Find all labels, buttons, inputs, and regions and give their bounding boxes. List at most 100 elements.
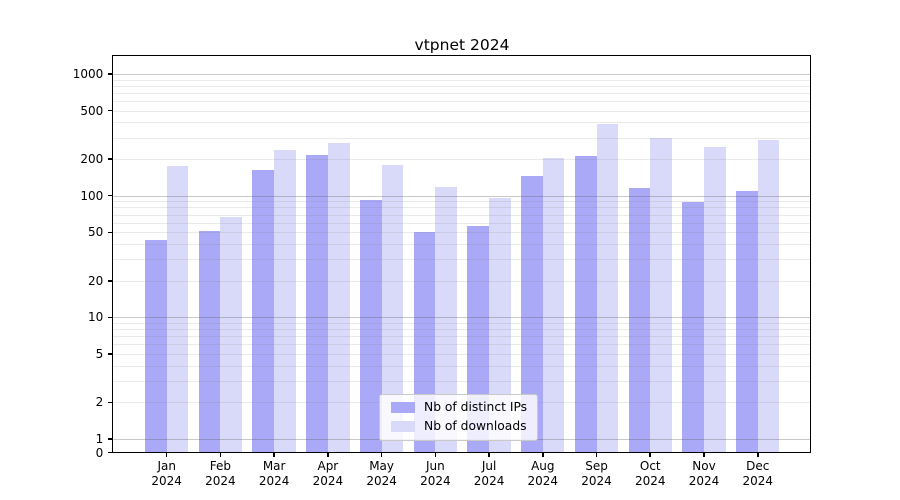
gridline-minor <box>113 110 811 112</box>
bar-downloads-dec <box>757 140 780 453</box>
gridline-minor <box>113 100 811 102</box>
x-tick-label-sep: Sep 2024 <box>581 458 612 489</box>
gridline-minor <box>113 322 811 324</box>
x-tick-mark <box>703 452 705 457</box>
bar-distinct-ips-may <box>359 199 382 453</box>
gridline-minor <box>113 222 811 224</box>
legend-label: Nb of downloads <box>424 419 527 433</box>
bar-downloads-mar <box>274 150 296 453</box>
x-tick-mark <box>219 452 222 457</box>
gridline-minor <box>113 354 811 356</box>
y-tick-label: 100 <box>80 188 104 203</box>
gridline-minor <box>113 201 811 203</box>
y-tick-mark <box>108 158 113 160</box>
x-tick-mark <box>542 452 544 457</box>
gridline-minor <box>113 336 811 338</box>
bar-distinct-ips-sep <box>574 156 597 453</box>
gridline-major <box>113 74 811 75</box>
bar-distinct-ips-dec <box>736 190 758 453</box>
bar-distinct-ips-aug <box>521 176 543 453</box>
y-tick-label: 1000 <box>72 67 104 81</box>
x-tick-label-feb: Feb 2024 <box>205 458 236 489</box>
bar-distinct-ips-nov <box>682 202 704 453</box>
y-tick-label: 2 <box>95 395 104 410</box>
y-tick-mark <box>108 231 113 234</box>
bar-downloads-feb <box>220 216 243 453</box>
x-tick-label-mar: Mar 2024 <box>258 458 290 489</box>
y-tick-mark <box>108 279 113 282</box>
y-tick-mark <box>108 316 113 319</box>
gridline-minor <box>113 207 811 209</box>
gridline-minor <box>113 329 811 331</box>
x-tick-mark <box>380 452 383 457</box>
x-tick-label-may: May 2024 <box>366 458 397 489</box>
y-tick-label: 1 <box>95 432 104 447</box>
x-tick-mark <box>434 452 437 457</box>
bar-downloads-nov <box>703 147 726 453</box>
bar-downloads-sep <box>596 124 619 453</box>
y-tick-label: 5 <box>95 347 104 362</box>
bar-distinct-ips-mar <box>252 170 275 453</box>
x-tick-mark <box>595 452 598 457</box>
gridline-minor <box>113 365 811 367</box>
legend-entry-distinct-ips: Nb of distinct IPs <box>391 400 527 415</box>
gridline-major <box>113 317 811 319</box>
bar-distinct-ips-oct <box>628 187 651 453</box>
x-tick-label-oct: Oct 2024 <box>634 458 666 489</box>
bar-distinct-ips-feb <box>198 231 221 453</box>
bar-downloads-oct <box>650 137 672 453</box>
legend-swatch-distinct-ips <box>391 402 415 413</box>
gridline-minor <box>113 214 811 216</box>
x-tick-mark <box>649 452 652 457</box>
x-tick-label-aug: Aug 2024 <box>527 458 559 489</box>
y-tick-label: 10 <box>88 310 104 325</box>
bar-downloads-jun <box>435 186 458 453</box>
gridline-minor <box>113 137 811 139</box>
x-tick-mark <box>273 452 275 457</box>
y-tick-mark <box>108 194 113 197</box>
gridline-minor <box>113 381 811 383</box>
y-tick-label: 500 <box>80 103 104 118</box>
legend: Nb of distinct IPs Nb of downloads <box>379 394 539 441</box>
gridline-minor <box>113 79 811 81</box>
x-tick-label-dec: Dec 2024 <box>742 458 773 489</box>
gridline-minor <box>113 344 811 346</box>
gridline-minor <box>113 232 811 234</box>
x-tick-label-jun: Jun 2024 <box>420 458 451 489</box>
bar-downloads-aug <box>542 157 565 453</box>
y-tick-mark <box>108 73 113 75</box>
x-tick-mark <box>165 452 168 457</box>
y-tick-mark <box>108 401 113 404</box>
y-tick-label: 0 <box>95 445 104 460</box>
legend-swatch-downloads <box>391 421 415 432</box>
gridline-minor <box>113 280 811 282</box>
x-tick-mark <box>756 452 759 457</box>
x-tick-label-jul: Jul 2024 <box>473 458 505 489</box>
gridline-minor <box>113 159 811 161</box>
gridline-minor <box>113 92 811 94</box>
y-tick-label: 200 <box>80 152 104 167</box>
gridline-minor <box>113 244 811 246</box>
bar-downloads-jan <box>166 166 189 453</box>
gridline-minor <box>113 122 811 124</box>
chart-title: vtpnet 2024 <box>414 36 510 54</box>
bar-downloads-apr <box>327 143 350 453</box>
y-tick-label: 50 <box>88 225 104 240</box>
y-tick-mark <box>108 109 113 112</box>
x-tick-label-jan: Jan 2024 <box>151 458 182 489</box>
y-tick-label: 20 <box>88 273 104 288</box>
y-tick-mark <box>108 438 113 440</box>
gridline-minor <box>113 259 811 261</box>
x-tick-label-nov: Nov 2024 <box>688 458 720 489</box>
x-tick-mark <box>327 452 329 457</box>
bar-distinct-ips-jan <box>144 240 167 453</box>
y-tick-mark <box>108 353 113 355</box>
gridline-major <box>113 195 811 197</box>
gridline-minor <box>113 85 811 87</box>
legend-entry-downloads: Nb of downloads <box>391 419 527 434</box>
x-tick-mark <box>488 452 490 457</box>
axes-frame <box>111 55 812 454</box>
x-tick-label-apr: Apr 2024 <box>312 458 344 489</box>
legend-label: Nb of distinct IPs <box>424 400 528 414</box>
